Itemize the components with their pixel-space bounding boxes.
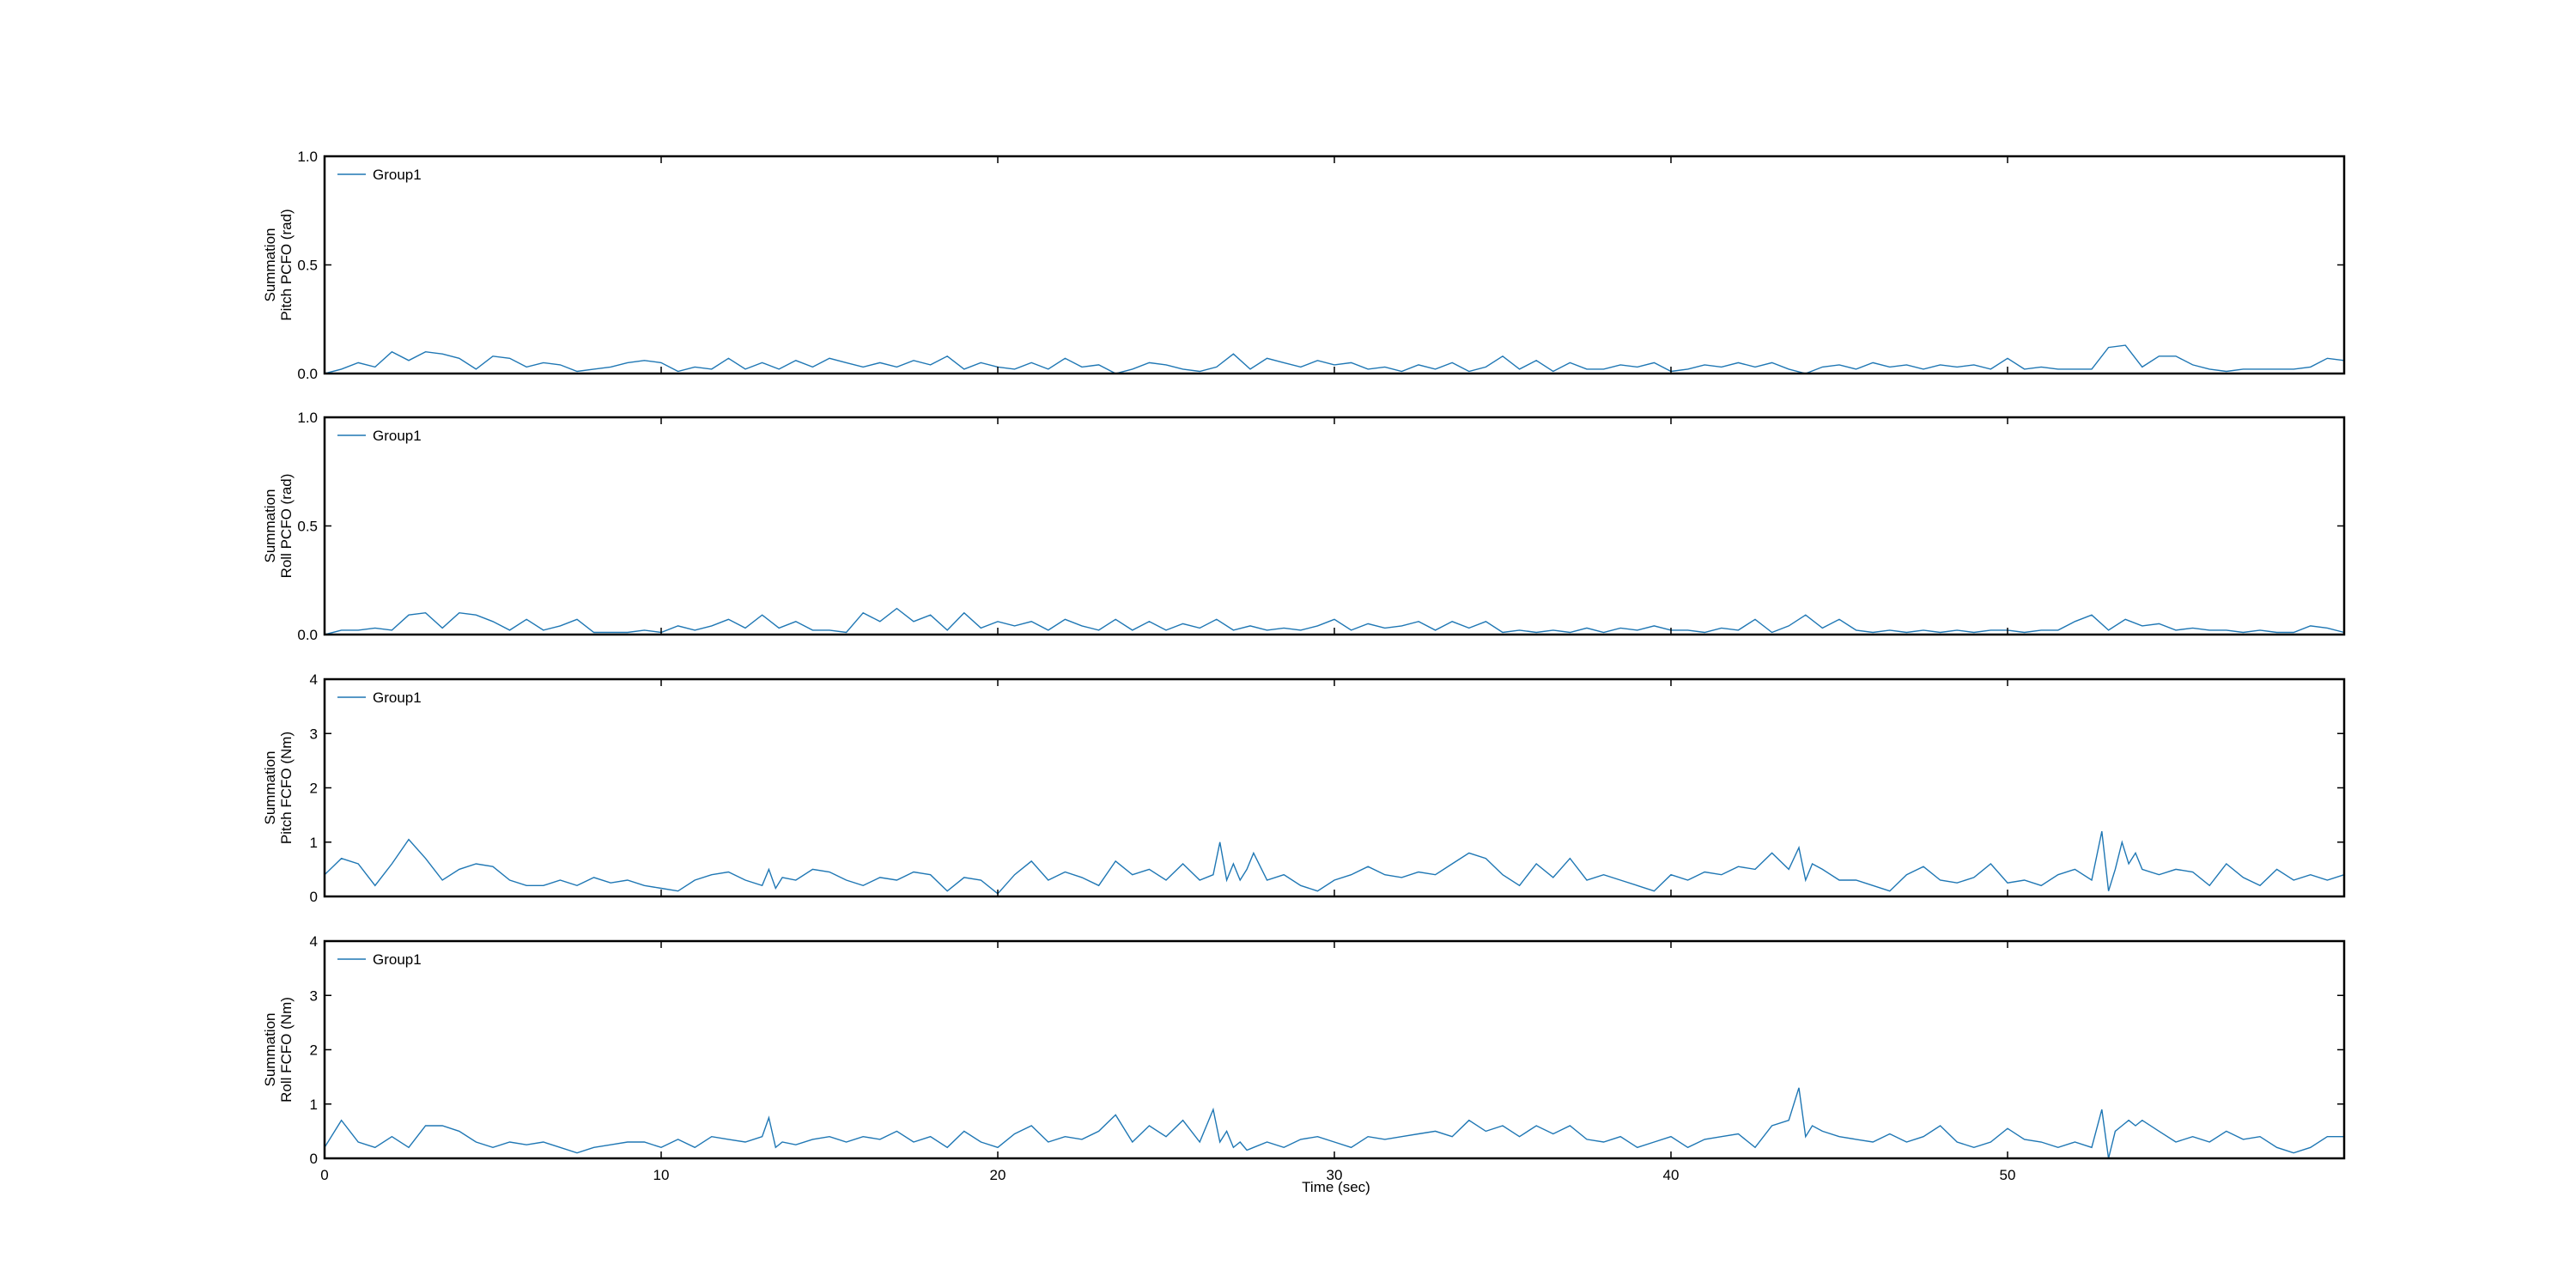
y-tick-label: 1.0 xyxy=(297,410,318,426)
y-axis-title-line: Summation xyxy=(262,228,278,302)
legend: Group1 xyxy=(337,951,422,968)
y-axis-title: SummationPitch PCFO (rad) xyxy=(262,209,295,320)
series-line-1 xyxy=(324,344,2345,374)
plot-frame xyxy=(323,939,2346,1160)
y-axis-title: SummationRoll PCFO (rad) xyxy=(262,474,295,579)
series-line-4 xyxy=(324,1087,2344,1159)
x-tick-label: 50 xyxy=(2000,1167,2016,1183)
legend: Group1 xyxy=(337,167,422,183)
subplot-2: 0.0 0.5 1.0 SummationRoll PCFO (rad) Group1 xyxy=(262,410,2346,643)
y-axis-title-line: Summation xyxy=(262,1013,278,1087)
plot-frame xyxy=(323,155,2346,375)
y-tick-label: 0.5 xyxy=(297,519,318,535)
y-tick-label: 4 xyxy=(310,671,318,688)
y-tick-label: 3 xyxy=(310,726,318,742)
x-tick-label: 20 xyxy=(990,1167,1006,1183)
y-tick-label: 0.5 xyxy=(297,258,318,274)
legend-label: Group1 xyxy=(373,167,422,183)
legend: Group1 xyxy=(337,690,422,706)
y-tick-label: 2 xyxy=(310,1042,318,1059)
y-tick-label: 1.0 xyxy=(297,149,318,165)
y-tick-label: 2 xyxy=(310,781,318,797)
x-tick-label: 40 xyxy=(1663,1167,1680,1183)
y-tick-label: 1 xyxy=(310,1097,318,1113)
y-axis-title-line: Summation xyxy=(262,751,278,825)
series-line-3 xyxy=(324,830,2345,895)
subplot-1: 0.0 0.5 1.0 SummationPitch PCFO (rad) Group1 xyxy=(262,149,2346,382)
y-tick-label: 3 xyxy=(310,987,318,1004)
y-tick-label: 0 xyxy=(310,1151,318,1167)
plot-frame xyxy=(323,677,2346,898)
y-axis-title-line: Pitch PCFO (rad) xyxy=(278,209,295,320)
y-tick-label: 4 xyxy=(310,933,318,950)
y-axis-title-line: Pitch FCFO (Nm) xyxy=(278,732,295,844)
x-tick-label: 0 xyxy=(320,1167,328,1183)
y-tick-label: 0 xyxy=(310,889,318,905)
y-axis-title: SummationPitch FCFO (Nm) xyxy=(262,732,295,844)
y-axis-title-line: Roll FCFO (Nm) xyxy=(278,997,295,1103)
legend-label: Group1 xyxy=(373,951,422,968)
y-axis-title-line: Roll PCFO (rad) xyxy=(278,474,295,579)
x-tick-label: 30 xyxy=(1327,1167,1343,1183)
x-axis-title: Time (sec) xyxy=(1302,1179,1370,1195)
legend-label: Group1 xyxy=(373,428,422,444)
y-tick-label: 1 xyxy=(310,835,318,851)
plot-frame xyxy=(323,416,2346,636)
x-tick-label: 10 xyxy=(653,1167,670,1183)
legend: Group1 xyxy=(337,428,422,444)
legend-label: Group1 xyxy=(373,690,422,706)
subplot-3: 0 1 2 3 4 SummationPitch FCFO (Nm) Group1 xyxy=(262,671,2346,905)
y-axis-title-line: Summation xyxy=(262,489,278,563)
y-tick-label: 0.0 xyxy=(297,627,318,643)
y-tick-label: 0.0 xyxy=(297,366,318,382)
y-axis-title: SummationRoll FCFO (Nm) xyxy=(262,997,295,1103)
